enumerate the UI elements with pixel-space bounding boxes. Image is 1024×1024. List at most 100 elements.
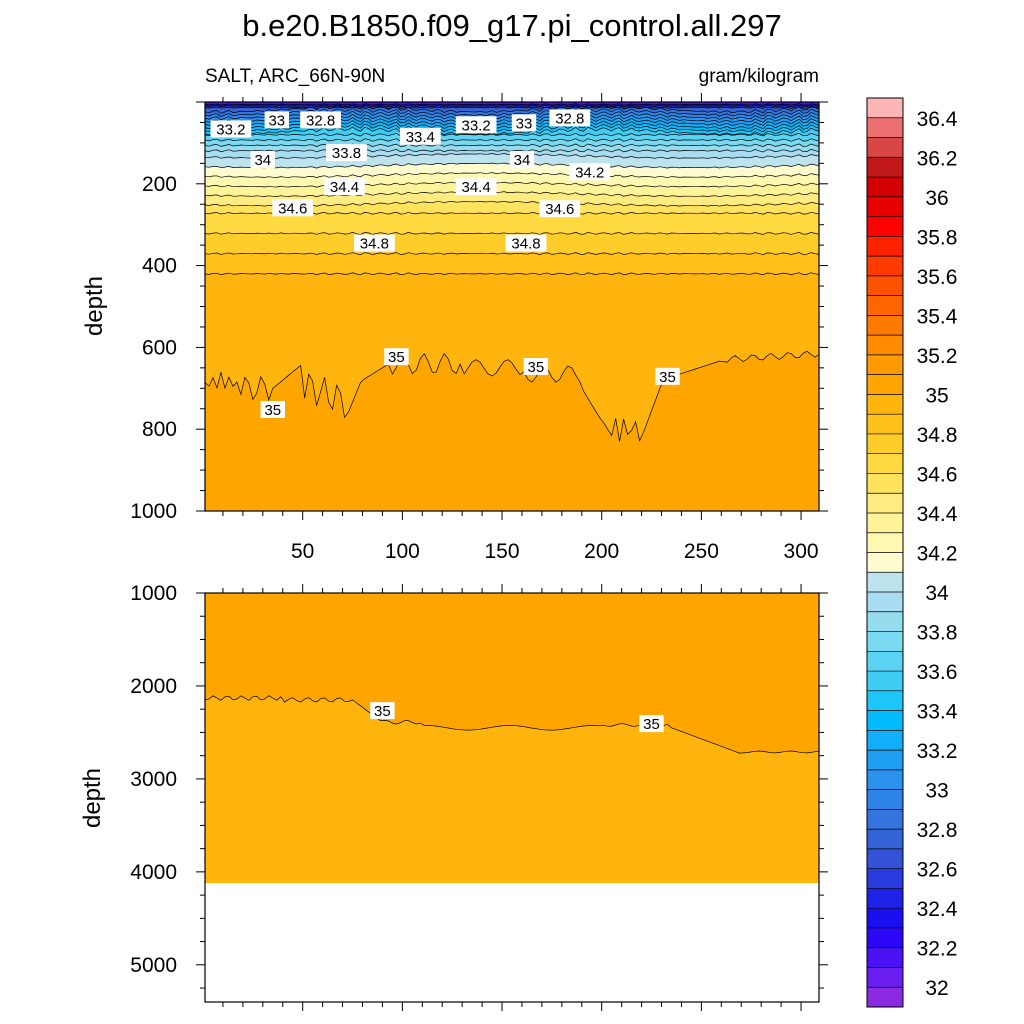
- left-subtitle: SALT, ARC_66N-90N: [205, 66, 385, 87]
- upper-contour-label-bg: [655, 367, 680, 385]
- colorbar-tick-label: 32: [925, 977, 948, 1000]
- upper-contour-label-bg: [539, 200, 581, 218]
- upper-contour-line-33.8: [205, 143, 819, 148]
- colorbar-tick-label: 34.4: [917, 503, 958, 526]
- y-tick-label: 4000: [130, 861, 177, 884]
- upper-contour-label: 34.6: [545, 201, 574, 218]
- x-tick-label: 150: [485, 540, 520, 563]
- upper-contour-label-bg: [523, 358, 549, 375]
- colorbar-box: [867, 868, 903, 889]
- upper-contour-line-34.9: [205, 272, 819, 276]
- colorbar-box: [867, 177, 903, 198]
- upper-contour-line-32.2: [205, 103, 819, 106]
- upper-axes: 50 100 150 200 250 300 200 400 600 800 1000: [130, 93, 828, 563]
- upper-contour-label-bg: [324, 178, 365, 196]
- y-tick-label: 3000: [130, 768, 177, 791]
- upper-contour-label: 33: [516, 115, 533, 132]
- colorbar-box: [867, 394, 903, 415]
- lower-y-axis-label: depth: [79, 768, 106, 828]
- y-tick-label: 800: [142, 418, 177, 441]
- upper-contour-line-34.4: [205, 191, 819, 198]
- colorbar-tick-label: 35.6: [917, 266, 958, 289]
- colorbar-tick-label: 33.2: [917, 740, 958, 763]
- upper-contour-label: 34.8: [511, 236, 540, 253]
- upper-panel: 33.2 33 32.8 33.4 33.2 33 32.8 33.8 34 34 34.2 34.4…: [81, 93, 828, 563]
- upper-contour-line-34.3: [205, 181, 819, 188]
- upper-contour-line-34.7: [205, 231, 819, 235]
- lower-panel: 35 35 1000 2000 3000 4000 5000 depth: [79, 582, 828, 1011]
- upper-contour-label: 34.8: [360, 236, 389, 253]
- upper-contour-line-34.8: [205, 252, 819, 256]
- colorbar-box: [867, 493, 903, 514]
- upper-contour-label-bg: [399, 127, 441, 145]
- upper-contour-label: 35: [528, 359, 545, 376]
- colorbar-box: [867, 967, 903, 988]
- colorbar-box: [867, 730, 903, 751]
- upper-contour-label: 33.8: [332, 145, 361, 162]
- chart-title: b.e20.B1850.f09_g17.pi_control.all.297: [242, 8, 782, 43]
- colorbar-box: [867, 888, 903, 909]
- lower-seafloor-mask: [205, 883, 819, 1002]
- upper-contour-label-bg: [354, 234, 395, 252]
- colorbar-box: [867, 374, 903, 395]
- colorbar-box: [867, 315, 903, 336]
- upper-contour-label-bg: [300, 111, 341, 129]
- upper-contour-label: 33.2: [216, 121, 245, 138]
- lower-contour-label: 35: [643, 716, 660, 733]
- colorbar-tick-label: 32.2: [917, 938, 958, 961]
- colorbar-box: [867, 552, 903, 573]
- upper-y-axis-label: depth: [81, 276, 108, 336]
- upper-contour-line-32.6: [205, 106, 819, 109]
- colorbar-box: [867, 295, 903, 316]
- upper-contour-label-bg: [511, 114, 537, 132]
- upper-contour-label: 34.4: [461, 179, 490, 196]
- lower-axes: 1000 2000 3000 4000 5000: [130, 582, 828, 1011]
- colorbar-tick-label: 32.6: [917, 859, 958, 882]
- colorbar-box: [867, 750, 903, 771]
- colorbar-tick-label: 34: [925, 582, 949, 605]
- colorbar-box: [867, 908, 903, 929]
- colorbar-tick-label: 32.8: [917, 819, 958, 842]
- lower-contour-label: 35: [374, 703, 391, 720]
- y-tick-label: 1000: [130, 500, 177, 523]
- upper-contour-label: 33.4: [406, 129, 435, 146]
- upper-contour-label-bg: [326, 144, 367, 162]
- lower-plot-frame: [204, 592, 820, 1003]
- upper-contour-label: 34.6: [278, 200, 307, 217]
- upper-contour-label: 35: [388, 349, 405, 366]
- colorbar-box: [867, 354, 903, 375]
- colorbar-box: [867, 453, 903, 474]
- colorbar-box: [867, 512, 903, 534]
- upper-contour-line-33.6: [205, 132, 819, 137]
- x-tick-label: 300: [784, 540, 819, 563]
- colorbar-tick-label: 36.4: [917, 108, 958, 131]
- y-tick-label: 600: [142, 336, 177, 359]
- colorbar-box: [867, 651, 903, 672]
- y-tick-label: 5000: [130, 954, 177, 977]
- colorbar-box: [867, 671, 903, 692]
- colorbar-tick-label: 32.4: [917, 898, 958, 921]
- colorbar-box: [867, 611, 903, 632]
- colorbar-box: [867, 216, 903, 237]
- upper-contour-label: 34: [514, 152, 531, 169]
- colorbar-frame: [866, 97, 904, 1008]
- colorbar-box: [867, 157, 903, 178]
- colorbar-box: [867, 769, 903, 790]
- colorbar-box: [867, 987, 903, 1008]
- upper-contour-label-bg: [455, 178, 497, 196]
- colorbar-box: [867, 789, 903, 810]
- upper-contour-label: 34.2: [575, 164, 604, 181]
- colorbar-tick-label: 35.8: [917, 226, 958, 249]
- upper-contour-label: 33: [268, 112, 285, 129]
- upper-contour-label-bg: [384, 348, 409, 366]
- lower-contour-label-bg: [639, 715, 664, 733]
- colorbar-box: [867, 196, 903, 217]
- colorbar-box: [867, 532, 903, 553]
- upper-contour-line-33.5: [205, 126, 819, 136]
- upper-contour-label-bg: [509, 151, 535, 169]
- upper-contour-line-32.4: [205, 105, 819, 108]
- colorbar-tick-label: 33: [925, 780, 948, 803]
- right-subtitle: gram/kilogram: [699, 66, 819, 87]
- colorbar-box: [867, 236, 903, 257]
